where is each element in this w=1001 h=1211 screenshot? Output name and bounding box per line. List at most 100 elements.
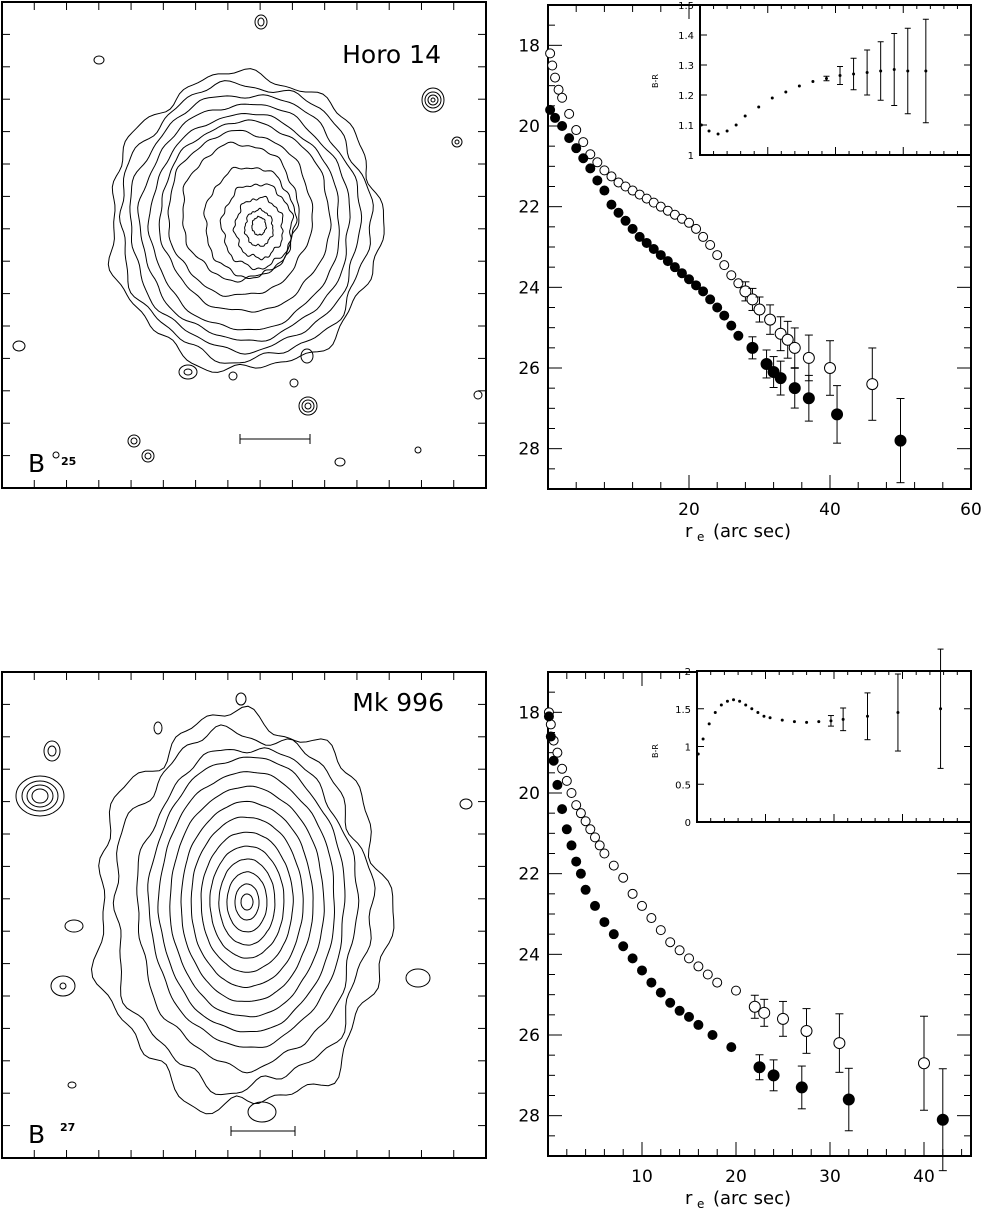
x-axis-label-sub: e [697, 1197, 704, 1211]
inset-data-point [805, 720, 809, 724]
contour-line [118, 80, 374, 364]
contour-line [147, 112, 340, 331]
filled-data-point [543, 711, 554, 722]
contour-frame [1, 671, 487, 1159]
data-points [545, 48, 907, 484]
y-tick-label: 18 [518, 703, 540, 723]
inset-frame [696, 670, 972, 823]
contour-map-mk996: Mk 996 B 27 [1, 671, 487, 1159]
open-data-point [918, 1057, 930, 1070]
x-tick-label: 60 [960, 500, 982, 520]
x-tick-label: 40 [913, 1167, 935, 1187]
filled-data-point [550, 112, 561, 123]
contour-line [147, 756, 346, 1048]
contour-line [90, 705, 395, 1115]
y-tick-label: 20 [518, 784, 540, 804]
inset-data-point [725, 129, 729, 133]
contour-ticks [2, 672, 486, 1158]
band-sub-label: 27 [60, 1121, 75, 1134]
inset-data-point [701, 737, 705, 741]
filled-data-point [767, 1069, 780, 1082]
open-data-point [733, 278, 744, 289]
contour-line [107, 68, 385, 373]
x-axis-ticks: 10 20 30 40 [566, 672, 963, 1187]
inset-data-point [865, 714, 869, 718]
inset-data-point [732, 698, 736, 702]
filled-data-point [674, 1005, 685, 1016]
filled-data-point [691, 280, 702, 291]
filled-data-point [774, 372, 787, 385]
open-data-point [564, 108, 575, 119]
y-tick-label: 24 [518, 945, 540, 965]
inset-data-point [852, 72, 856, 76]
inset-data-point [780, 718, 784, 722]
inset-data-point [713, 711, 717, 715]
filled-data-point [795, 1081, 808, 1094]
open-data-point [550, 72, 561, 83]
filled-data-point [753, 1061, 766, 1074]
contour-line [251, 215, 267, 236]
open-data-point [637, 900, 647, 911]
contour-line [182, 141, 300, 283]
filled-data-point [707, 1030, 718, 1040]
open-data-point [557, 763, 568, 774]
open-data-point [578, 137, 589, 148]
y-tick-label: 20 [518, 117, 540, 137]
open-data-point [575, 808, 586, 819]
inset-points [699, 18, 929, 136]
inset-data-point [743, 114, 747, 118]
open-data-point [833, 1037, 846, 1050]
filled-data-point [894, 434, 907, 447]
open-data-point [824, 362, 836, 374]
inset-data-point [838, 74, 842, 77]
filled-data-point [608, 929, 619, 940]
inset-data-point [841, 717, 845, 721]
filled-data-point [733, 330, 744, 341]
x-axis-label: r e (arc sec) [685, 521, 791, 544]
x-axis-label-units: (arc sec) [713, 1188, 791, 1209]
open-data-point [726, 270, 737, 281]
inset-data-point [939, 707, 943, 711]
band-degree-circle [52, 451, 60, 459]
inset-y-tick-label: 1.5 [678, 1, 694, 12]
inset-data-point [757, 105, 761, 109]
filled-data-point [557, 121, 568, 131]
filled-data-point [592, 175, 603, 186]
galaxy-name: Horo 14 [342, 40, 441, 69]
filled-data-point [634, 231, 645, 242]
contour-ticks [2, 2, 486, 488]
y-tick-label: 28 [518, 1107, 540, 1127]
x-tick-label: 20 [725, 1167, 747, 1187]
filled-data-point [552, 779, 563, 790]
band-label: B [28, 1120, 45, 1149]
open-data-point [646, 913, 657, 924]
contour-line [226, 871, 268, 933]
filled-data-point [548, 755, 559, 766]
inset-data-point [756, 711, 760, 715]
contour-line [218, 858, 276, 946]
filled-data-point [620, 215, 631, 226]
inset-y-tick-label: 1.5 [675, 705, 691, 716]
contour-line [180, 800, 314, 1002]
inset-points [696, 648, 944, 769]
inset-data-point [797, 84, 801, 88]
field-stars [12, 14, 483, 467]
open-data-point [802, 351, 815, 364]
scale-bar [230, 1126, 296, 1136]
galaxy-name: Mk 996 [352, 688, 444, 717]
y-tick-label: 28 [518, 440, 540, 460]
open-data-point [753, 303, 766, 316]
x-axis-label-main: r [685, 521, 693, 542]
filled-data-point [637, 965, 647, 976]
open-data-point [758, 1006, 771, 1019]
contour-line [234, 883, 260, 921]
open-data-point [571, 800, 582, 811]
inset-data-point [762, 714, 766, 718]
contour-line [200, 831, 294, 973]
inset-ticks: 0 0.5 1 1.5 2 [675, 667, 971, 829]
filled-data-point [712, 302, 723, 313]
filled-data-point [585, 163, 596, 174]
contour-frame [1, 1, 487, 489]
filled-data-point [557, 804, 568, 815]
